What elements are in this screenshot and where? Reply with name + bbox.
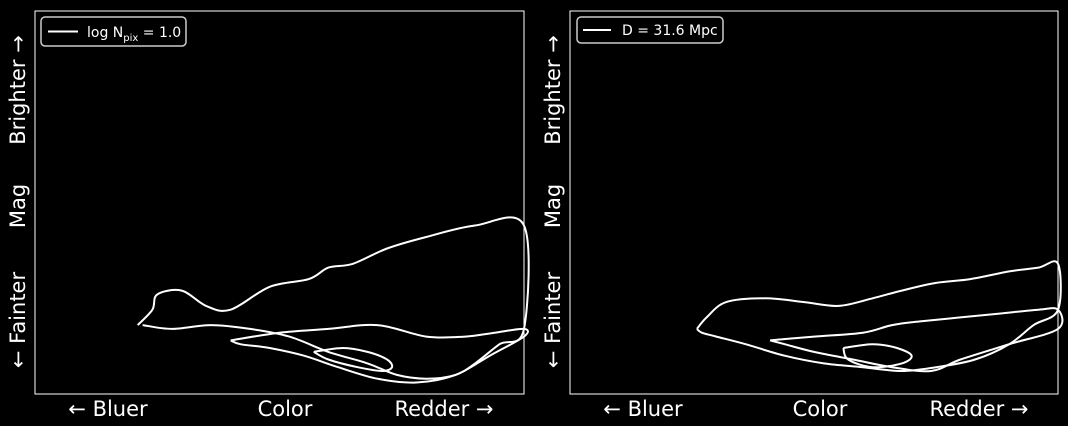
x-tick-label-bluer: ← Bluer	[68, 397, 148, 421]
legend-label-prefix: D = 31.6 Mpc	[622, 23, 718, 39]
contour-group-right	[696, 260, 1064, 373]
y-tick-label-fainter: ← Fainter	[541, 272, 565, 369]
plot-frame-right	[569, 10, 1059, 395]
legend-label-prefix: log N	[87, 25, 123, 41]
x-tick-label-color: Color	[793, 397, 848, 421]
y-tick-label-brighter: Brighter →	[541, 35, 565, 145]
x-tick-label-redder: Redder →	[394, 397, 493, 421]
legend-box-right	[576, 16, 724, 44]
contour-line-outer	[136, 216, 530, 380]
panel-left: log Npix = 1.0 ← Bluer Color Redder → ← …	[6, 10, 530, 421]
legend-right: D = 31.6 Mpc	[576, 16, 724, 44]
legend-left: log Npix = 1.0	[40, 16, 187, 47]
y-tick-label-mag: Mag	[541, 184, 565, 228]
contour-line-middle	[769, 307, 1064, 373]
legend-label-subscript: pix	[123, 33, 138, 44]
contour-line-inner	[842, 343, 913, 369]
y-tick-label-brighter: Brighter →	[6, 35, 30, 145]
legend-box-left	[40, 16, 187, 47]
x-tick-label-redder: Redder →	[929, 397, 1028, 421]
legend-label-suffix: = 1.0	[138, 25, 181, 41]
contour-line-middle	[230, 323, 529, 384]
legend-label-left: log Npix = 1.0	[87, 25, 181, 44]
panel-right: D = 31.6 Mpc ← Bluer Color Redder → ← Fa…	[541, 10, 1064, 421]
x-tick-label-color: Color	[258, 397, 313, 421]
contour-line-inner	[313, 347, 394, 372]
x-tick-label-bluer: ← Bluer	[603, 397, 683, 421]
y-tick-label-mag: Mag	[6, 184, 30, 228]
contour-group-left	[136, 216, 530, 384]
y-tick-label-fainter: ← Fainter	[6, 272, 30, 369]
contour-line-outer	[696, 260, 1062, 372]
legend-label-right: D = 31.6 Mpc	[622, 23, 718, 39]
plot-frame-left	[34, 10, 525, 395]
